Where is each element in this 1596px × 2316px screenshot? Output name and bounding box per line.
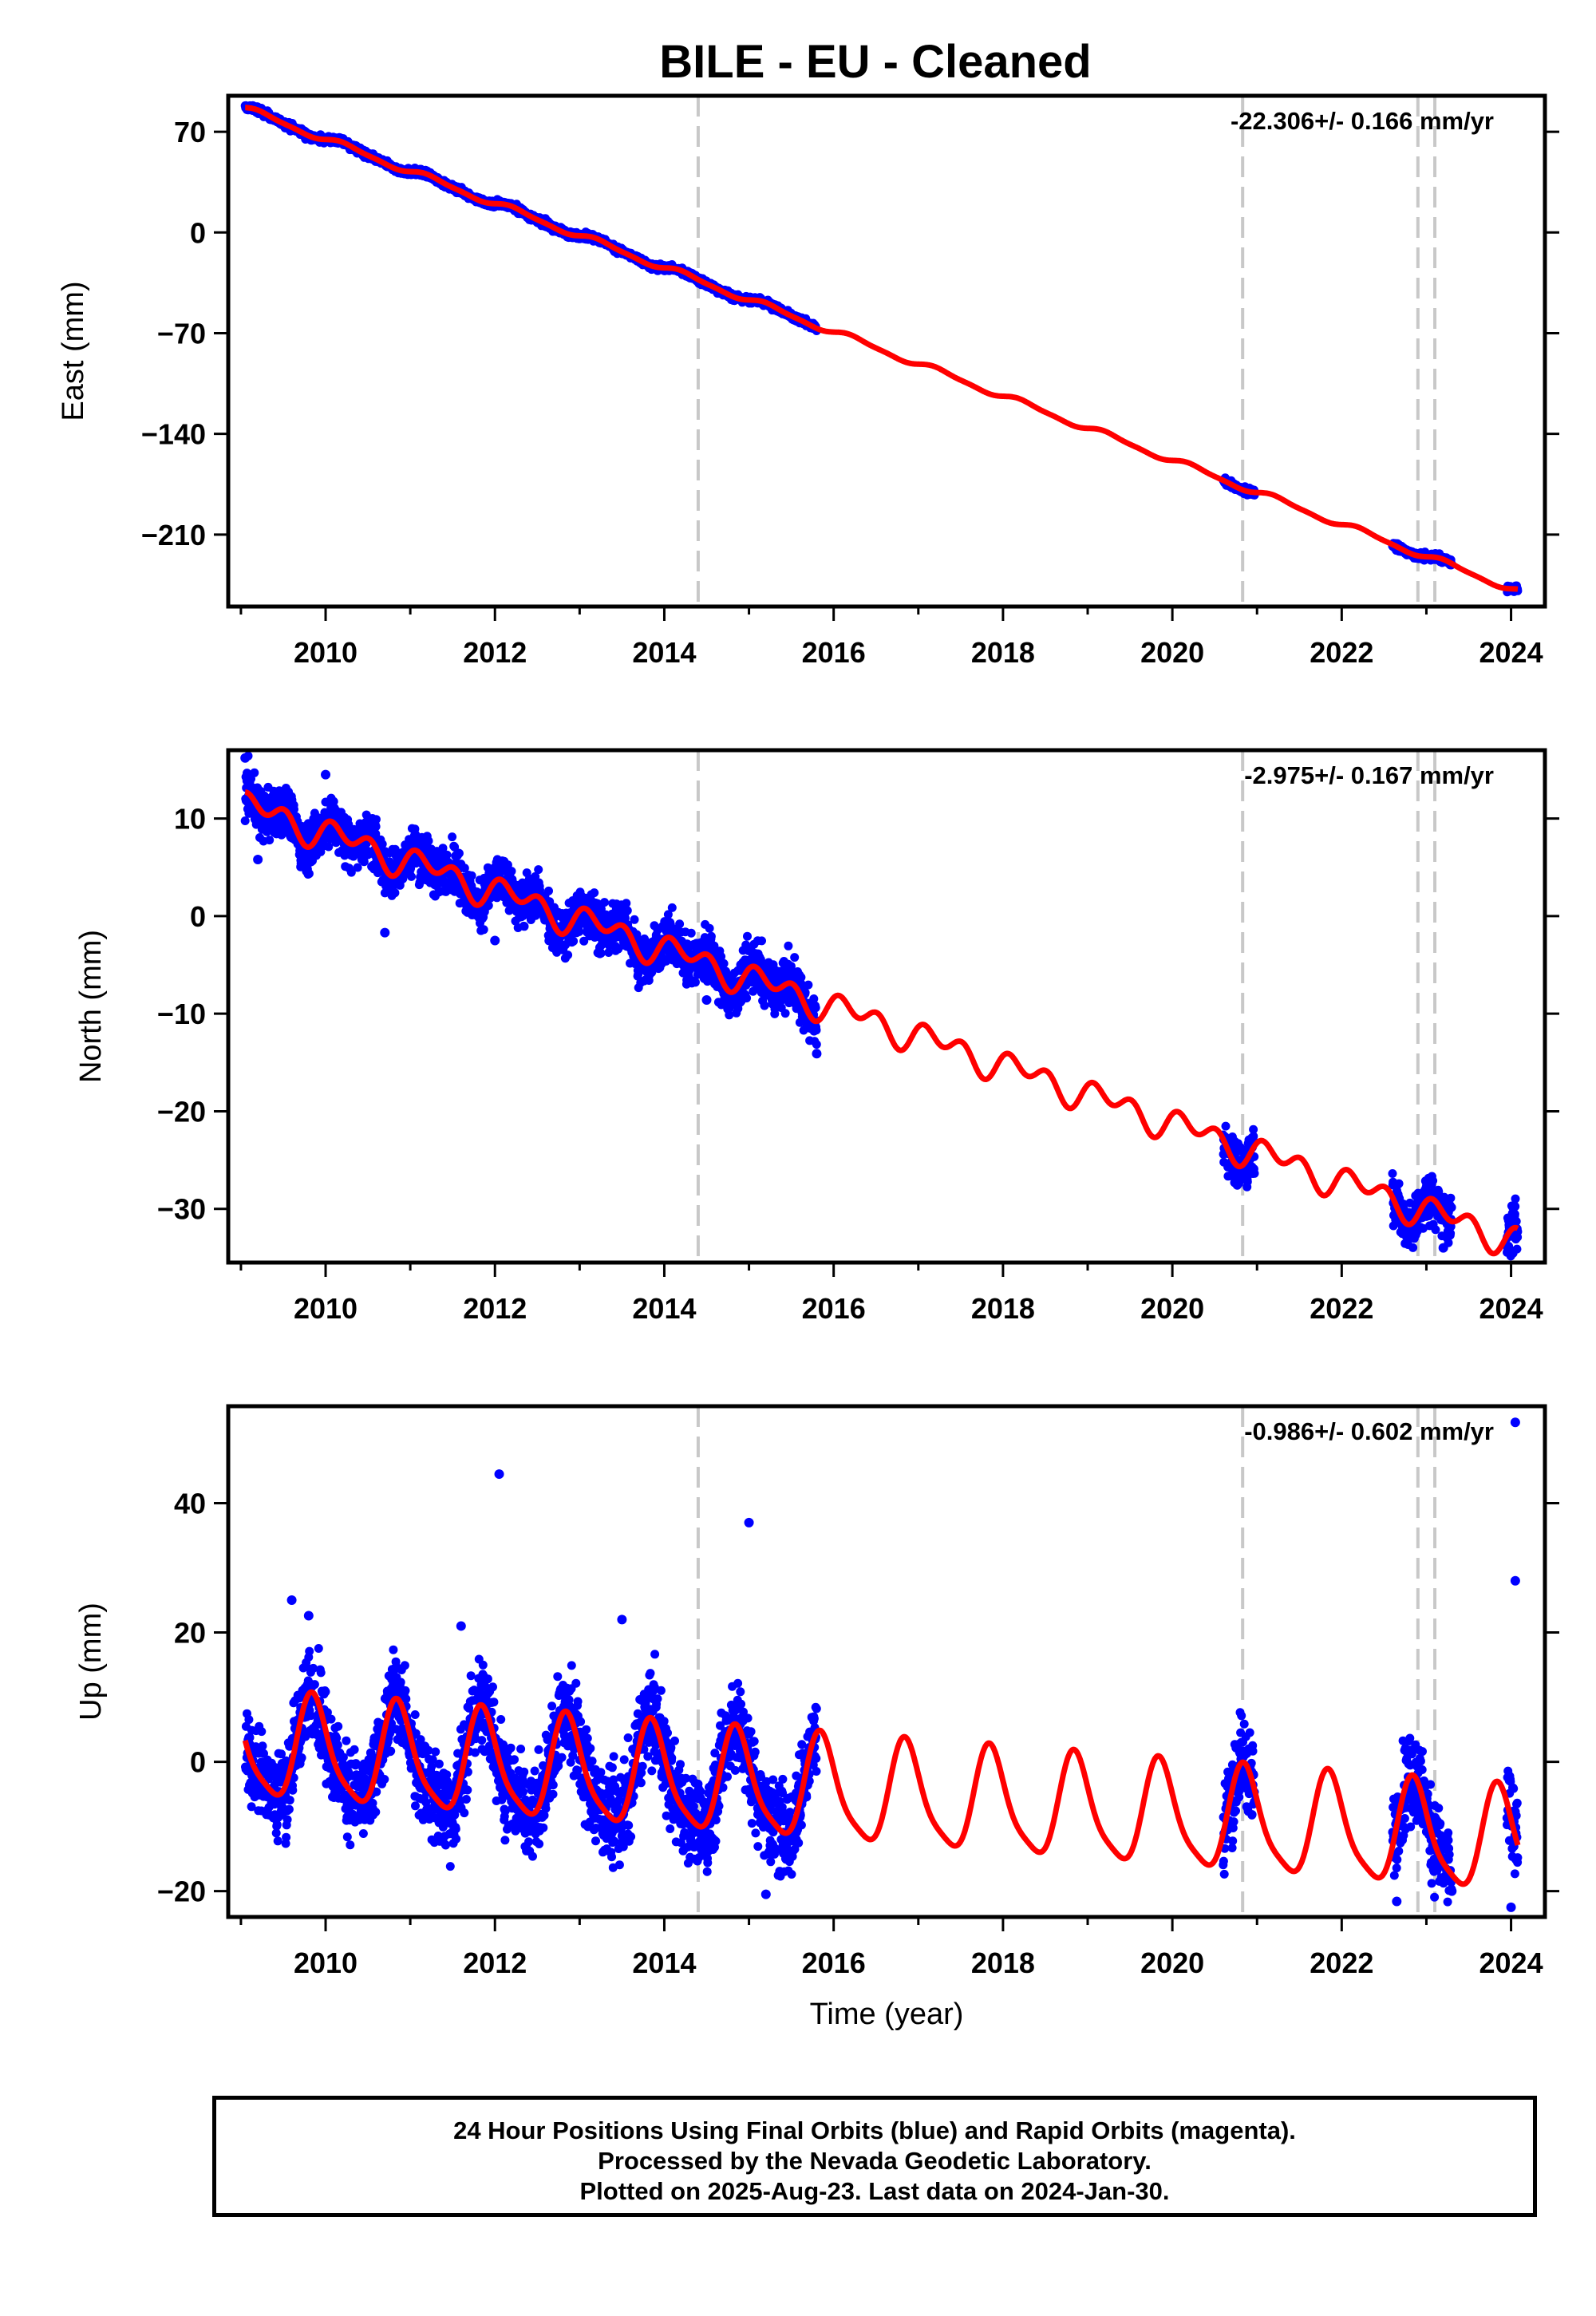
data-point: [600, 898, 609, 907]
x-tick-label: 2018: [971, 636, 1035, 669]
y-tick-label: −70: [157, 317, 206, 350]
x-tick-label: 2020: [1140, 636, 1204, 669]
data-point: [448, 832, 457, 842]
data-point: [742, 994, 752, 1003]
data-point: [575, 927, 584, 936]
data-point: [630, 915, 639, 924]
y-tick-label: 70: [174, 116, 206, 148]
data-point: [1408, 1243, 1418, 1252]
data-point: [250, 768, 259, 777]
data-point: [590, 888, 599, 898]
data-point: [1388, 1169, 1397, 1178]
data-point: [563, 951, 573, 960]
data-point: [706, 931, 716, 941]
x-tick-label: 2012: [463, 636, 527, 669]
data-point: [784, 941, 793, 951]
data-point: [304, 869, 314, 879]
data-point: [534, 865, 543, 875]
rate-label: -22.306+/- 0.166 mm/yr: [1231, 107, 1494, 135]
data-point: [1250, 1168, 1259, 1178]
y-tick-label: −140: [141, 418, 206, 451]
data-point: [424, 836, 433, 846]
data-point: [1221, 1121, 1231, 1131]
data-point: [596, 948, 606, 958]
data-point: [812, 1040, 821, 1049]
x-tick-label: 2016: [802, 636, 866, 669]
x-tick-label: 2024: [1479, 636, 1543, 669]
x-tick-label: 2010: [294, 636, 358, 669]
y-tick-label: 0: [190, 216, 206, 249]
data-point: [790, 953, 800, 962]
data-point: [705, 923, 714, 933]
plot-area: [240, 96, 1523, 607]
panel-east: 2010 2012 2014 2016 2018 2020 2022 2024 70 0 −70 −1…: [57, 93, 1559, 669]
data-point: [622, 899, 631, 908]
data-point: [479, 925, 488, 935]
data-point: [743, 931, 752, 941]
panel-north: 2010 2012 2014 2016 2018 2020 2022 2024100−10−2…: [74, 748, 1559, 1325]
data-point: [454, 848, 464, 858]
data-point: [484, 901, 493, 911]
y-axis-label: East (mm): [57, 281, 90, 421]
data-point: [760, 1001, 769, 1010]
data-point: [811, 1003, 820, 1013]
data-point: [265, 836, 275, 845]
data-point: [780, 1009, 790, 1018]
model-curve: [243, 105, 1520, 592]
data-point: [667, 903, 677, 912]
data-point: [324, 842, 334, 852]
data-point: [1394, 1179, 1404, 1188]
plot-area: [240, 750, 1523, 1263]
chart-title: BILE - EU - Cleaned: [659, 36, 1092, 88]
data-point: [690, 978, 700, 987]
data-point: [371, 815, 381, 824]
x-tick-label: 2014: [632, 636, 696, 669]
data-point: [507, 867, 516, 876]
data-point: [407, 871, 416, 881]
x-tick-label: 2022: [1310, 636, 1373, 669]
data-point: [675, 919, 685, 929]
data-point: [804, 980, 813, 990]
data-point: [544, 886, 553, 895]
data-point: [519, 922, 529, 931]
data-point: [719, 958, 729, 968]
data-point: [353, 863, 362, 872]
data-points: [240, 751, 1523, 1261]
data-point: [757, 936, 766, 946]
data-point: [290, 804, 298, 814]
data-point: [569, 936, 579, 946]
data-point: [390, 888, 400, 898]
data-point: [622, 906, 632, 915]
data-point: [686, 928, 696, 938]
data-point: [467, 871, 476, 880]
data-point: [812, 1026, 821, 1035]
y-tick-label: −210: [141, 519, 206, 551]
